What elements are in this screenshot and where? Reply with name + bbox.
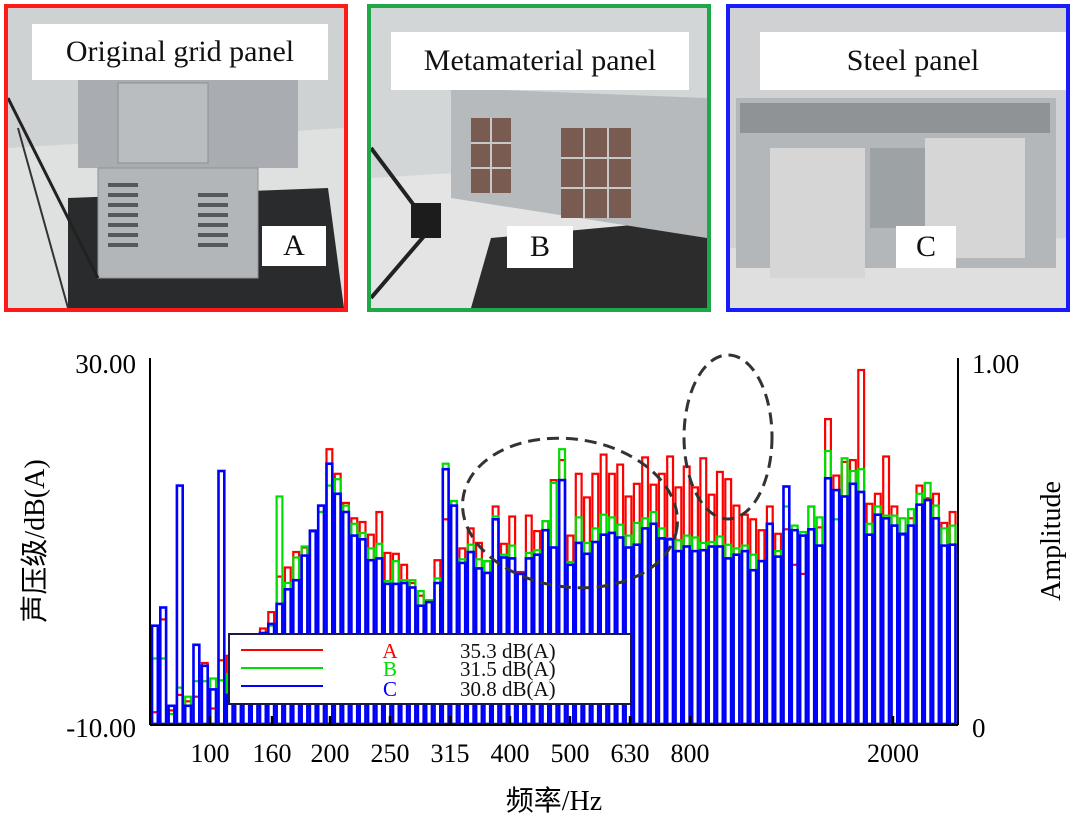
y2-axis-label: Amplitude xyxy=(1036,481,1067,601)
bar-c xyxy=(890,524,899,726)
bar-c xyxy=(798,534,808,726)
bar-c xyxy=(906,524,916,726)
bar-c xyxy=(773,555,783,726)
bar-c xyxy=(931,516,941,726)
bar-c xyxy=(723,557,733,726)
bar-c xyxy=(856,490,866,726)
x-tick-label: 500 xyxy=(551,739,590,768)
x-axis-label: 频率/Hz xyxy=(506,785,602,817)
bar-c xyxy=(200,664,209,726)
bar-c xyxy=(840,495,849,726)
bar-c xyxy=(699,548,708,726)
photo-letter: C xyxy=(896,226,956,268)
photo-panel-c: Steel panel C xyxy=(726,4,1070,312)
bar-c xyxy=(732,553,741,726)
bar-c xyxy=(649,522,658,726)
photo-title: Original grid panel xyxy=(32,24,328,80)
legend-value-c: 30.8 dB(A) xyxy=(460,677,556,701)
bar-c xyxy=(217,469,226,726)
x-tick-label: 200 xyxy=(311,739,350,768)
y-tick-label: 30.00 xyxy=(75,349,136,379)
legend-label-c: C xyxy=(383,677,397,701)
x-tick-label: 250 xyxy=(371,739,410,768)
bar-c xyxy=(682,545,691,726)
bar-c xyxy=(665,537,675,726)
legend: A B C 35.3 dB(A) 31.5 dB(A) 30.8 dB(A) xyxy=(228,633,632,705)
bar-c xyxy=(707,545,716,726)
y-tick-label: -10.00 xyxy=(66,713,136,743)
x-tick-label: 2000 xyxy=(867,739,919,768)
bar-c xyxy=(873,513,883,726)
bar-c xyxy=(159,606,168,726)
x-tick-label: 400 xyxy=(491,739,530,768)
photo-panel-a: Original grid panel A xyxy=(4,4,348,312)
legend-label-b: B xyxy=(383,657,397,681)
photo-panel-b: Metamaterial panel B xyxy=(367,4,711,312)
bar-c xyxy=(192,643,201,726)
photo-letter: A xyxy=(262,226,326,266)
bar-c xyxy=(175,484,184,726)
bar-c xyxy=(640,527,650,726)
bar-c xyxy=(740,549,750,726)
photo-title: Metamaterial panel xyxy=(391,32,689,90)
y-axis-label: 声压级/dB(A) xyxy=(19,459,51,622)
bar-c xyxy=(948,543,957,726)
bar-c xyxy=(865,533,874,726)
bar-c xyxy=(757,559,766,726)
annotation-ellipse-midband xyxy=(461,436,679,590)
bar-c xyxy=(940,544,949,726)
x-tick-label: 630 xyxy=(611,739,650,768)
x-tick-label: 800 xyxy=(671,739,710,768)
bar-c xyxy=(782,485,791,726)
bar-c xyxy=(823,476,833,726)
bar-c xyxy=(848,482,858,726)
bar-c xyxy=(674,549,683,726)
legend-value-b: 31.5 dB(A) xyxy=(460,657,556,681)
photo-original-grid-panel xyxy=(8,8,344,308)
bar-c xyxy=(715,545,725,726)
y2-tick-label: 1.00 xyxy=(972,349,1019,379)
bar-c xyxy=(790,528,799,726)
bar-c xyxy=(183,704,193,726)
bar-c xyxy=(765,522,775,726)
bar-c xyxy=(150,624,160,726)
bar-c xyxy=(881,516,891,726)
bar-c xyxy=(632,543,642,726)
bar-c xyxy=(807,527,816,726)
bar-c xyxy=(915,503,924,726)
photo-title: Steel panel xyxy=(760,32,1066,90)
bar-c xyxy=(832,488,841,726)
bar-c xyxy=(898,532,907,726)
bar-c xyxy=(748,568,758,726)
legend-label-a: A xyxy=(382,639,398,663)
legend-value-a: 35.3 dB(A) xyxy=(460,639,556,663)
bar-c xyxy=(815,544,824,726)
x-tick-label: 315 xyxy=(431,739,470,768)
x-tick-label: 100 xyxy=(191,739,230,768)
bar-c xyxy=(690,549,700,726)
bar-c xyxy=(167,704,176,726)
bar-c xyxy=(923,498,932,726)
y2-tick-label: 0 xyxy=(972,713,986,743)
bar-c xyxy=(657,537,667,726)
annotation-ellipse-peak xyxy=(682,353,774,521)
photo-letter: B xyxy=(507,226,573,268)
x-tick-label: 160 xyxy=(253,739,292,768)
